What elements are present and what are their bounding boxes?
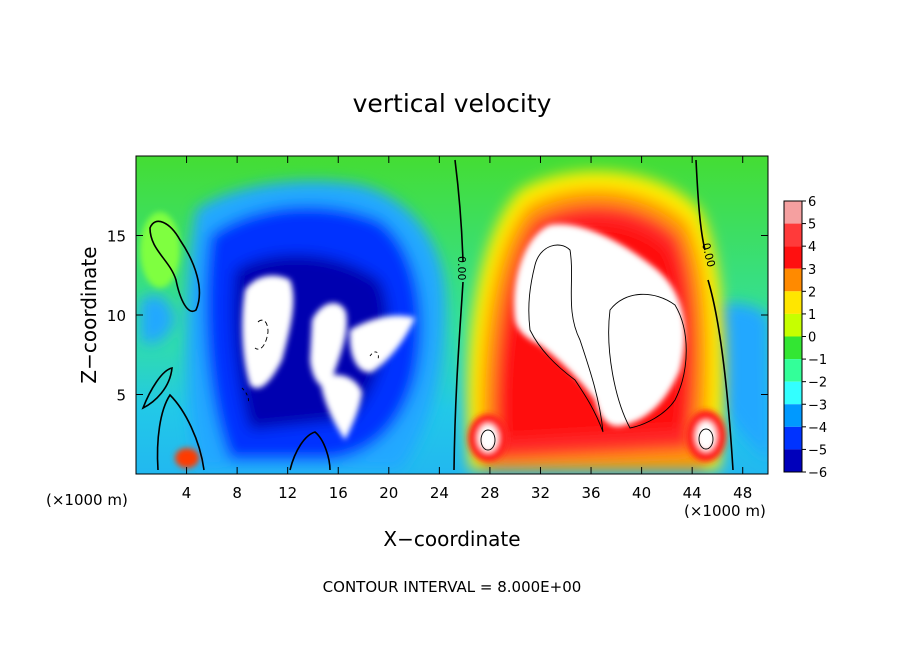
colorbar-label-9: −3	[808, 398, 827, 413]
colorbar-label-6: 0	[808, 331, 816, 346]
x-tick-label-2: 12	[278, 484, 297, 502]
colorbar-label-10: −4	[808, 421, 827, 436]
colorbar-label-11: −5	[808, 443, 827, 458]
y-tick-label-2: 15	[107, 228, 126, 246]
colorbar-label-2: 4	[808, 240, 816, 255]
y-axis: 5 10 15	[107, 228, 768, 405]
colorbar-label-12: −6	[808, 466, 827, 481]
contour-interval-note: CONTOUR INTERVAL = 8.000E+00	[323, 578, 582, 596]
x-axis-label: X−coordinate	[383, 527, 520, 551]
colorbar: 6 5 4 3 2 1 0 −1 −2 −3 −4 −5 −6	[783, 195, 827, 481]
x-tick-label-9: 40	[632, 484, 651, 502]
colorbar-band-2	[784, 246, 802, 269]
x-tick-label-5: 24	[430, 484, 449, 502]
colorbar-band-5	[784, 313, 802, 337]
colorbar-label-0: 6	[808, 195, 816, 210]
colorbar-label-5: 1	[808, 308, 816, 323]
y-axis-label: Z−coordinate	[77, 246, 101, 383]
colorbar-label-8: −2	[808, 376, 827, 391]
colorbar-band-0	[784, 201, 802, 224]
x-tick-label-7: 32	[531, 484, 550, 502]
colorbar-band-1	[784, 223, 802, 247]
y-tick-label-0: 5	[116, 387, 126, 405]
colorbar-band-3	[784, 268, 802, 292]
colorbar-band-9	[784, 404, 802, 427]
x-tick-label-4: 20	[379, 484, 398, 502]
colorbar-band-10	[784, 426, 802, 450]
y-tick-label-1: 10	[107, 307, 126, 325]
contour-label-2: 0.00	[699, 242, 718, 269]
x-tick-label-1: 8	[232, 484, 242, 502]
colorbar-band-7	[784, 359, 802, 382]
colorbar-band-6	[784, 336, 802, 360]
chart-title: vertical velocity	[353, 89, 552, 118]
colorbar-label-4: 2	[808, 285, 816, 300]
x-axis: 4 8 12 16 20 24 28 32 36 40 44 48	[182, 156, 752, 502]
x-unit-left: (×1000 m)	[46, 491, 128, 509]
x-tick-label-8: 36	[581, 484, 600, 502]
heatmap-field: 0.00 0.00	[136, 156, 768, 474]
x-unit-right: (×1000 m)	[684, 502, 766, 520]
x-tick-label-3: 16	[329, 484, 348, 502]
x-tick-label-11: 48	[733, 484, 752, 502]
x-tick-label-10: 44	[683, 484, 702, 502]
colorbar-band-11	[784, 449, 802, 472]
colorbar-band-4	[784, 291, 802, 314]
colorbar-label-7: −1	[808, 353, 827, 368]
colorbar-label-1: 5	[808, 218, 816, 233]
x-tick-label-6: 28	[480, 484, 499, 502]
x-tick-label-0: 4	[182, 484, 192, 502]
colorbar-label-3: 3	[808, 263, 816, 278]
contour-label-1: 0.00	[455, 256, 468, 281]
colorbar-band-8	[784, 381, 802, 405]
